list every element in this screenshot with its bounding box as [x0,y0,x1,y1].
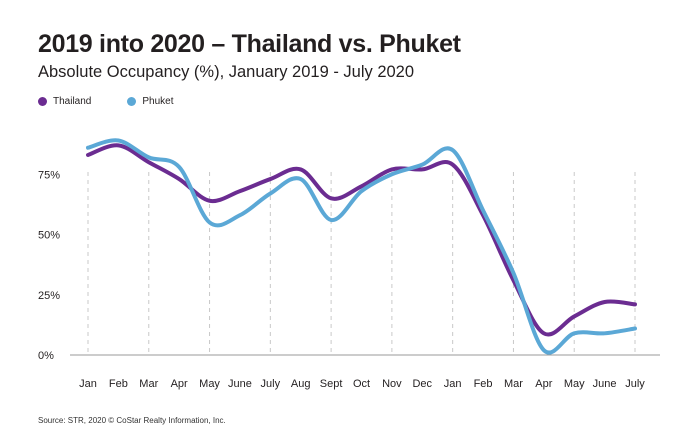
legend-item-thailand: Thailand [38,96,91,107]
x-tick-label: Oct [353,378,370,390]
x-tick-label: Mar [504,378,523,390]
series-lines [86,138,637,355]
x-tick-label: May [199,378,220,390]
chart-subtitle: Absolute Occupancy (%), January 2019 - J… [38,63,415,81]
series-line-thailand [86,143,637,337]
tick-labels: 0% 25% 50% 75% Jan Feb Mar Apr May June July Aug Sep… [38,169,645,390]
x-tick-label: Apr [171,378,188,390]
x-tick-label: Apr [535,378,552,390]
x-tick-label: Mar [139,378,158,390]
chart-title: 2019 into 2020 – Thailand vs. Phuket [38,30,461,58]
x-tick-label: May [564,378,585,390]
legend-label-thailand: Thailand [53,96,92,107]
x-tick-label: June [228,378,252,390]
series-line-phuket [86,138,637,355]
y-tick-label: 50% [38,230,60,242]
x-tick-label: July [261,378,281,390]
y-tick-label: 25% [38,290,60,302]
grid-lines [87,172,636,355]
x-tick-label: Jan [444,378,462,390]
x-tick-label: July [625,378,645,390]
legend-swatch-thailand [38,97,47,106]
legend-swatch-phuket [127,97,137,106]
legend-item-phuket: Phuket [127,96,174,107]
y-tick-label: 75% [38,169,60,181]
x-tick-label: Dec [412,378,432,390]
legend-label-phuket: Phuket [142,96,174,107]
x-tick-label: June [593,378,617,390]
legend: Thailand Phuket [38,96,210,107]
source-note: Source: STR, 2020 © CoStar Realty Inform… [38,416,226,425]
x-tick-label: Sept [320,378,343,390]
x-tick-label: Feb [474,378,493,390]
x-tick-label: Feb [109,378,128,390]
y-tick-label: 0% [38,350,54,362]
x-tick-label: Aug [291,378,311,390]
x-tick-label: Nov [382,378,402,390]
x-tick-label: Jan [79,378,97,390]
